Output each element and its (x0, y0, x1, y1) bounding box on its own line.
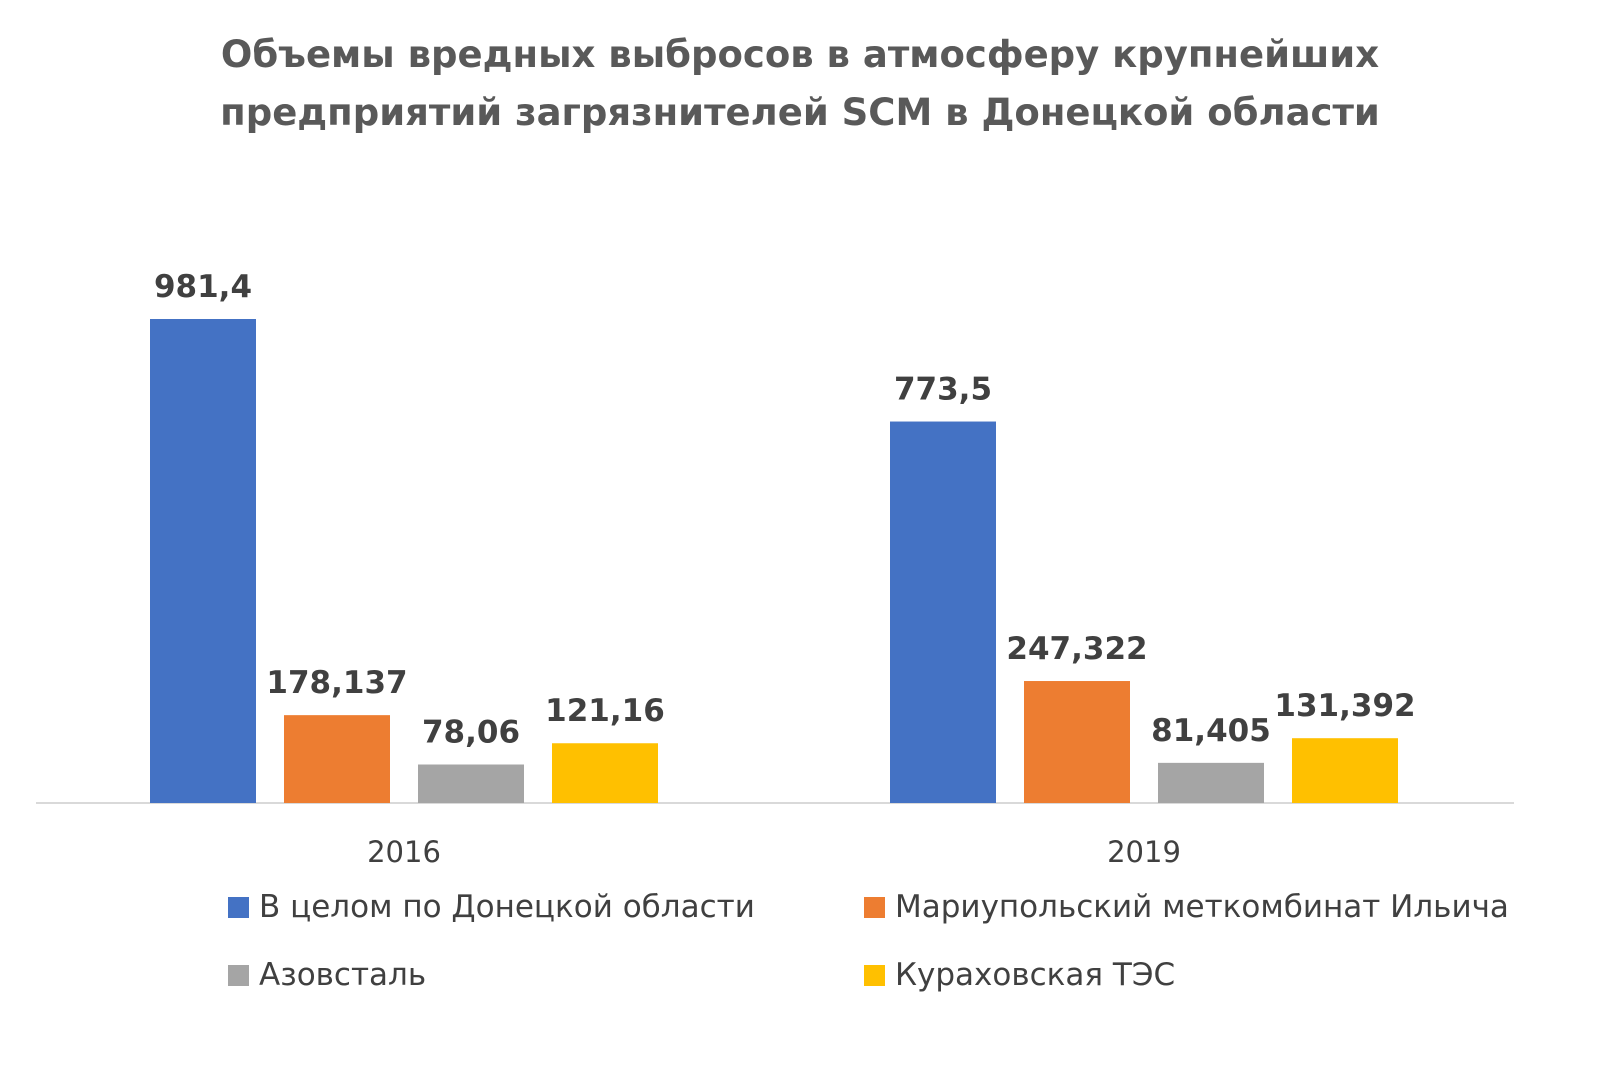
legend-item-azovstal[interactable]: Азовсталь (228, 957, 426, 993)
data-label-2016-series-2: 78,06 (422, 715, 520, 751)
legend-swatch-kurakhove-tps (864, 964, 885, 986)
legend-label-ilyich-plant: Мариупольский меткомбинат Ильича (895, 889, 1509, 925)
chart-title-line-1: Объемы вредных выбросов в атмосферу круп… (220, 33, 1380, 76)
legend-item-ilyich-plant[interactable]: Мариупольский меткомбинат Ильича (864, 889, 1509, 925)
legend-item-donetsk-total[interactable]: В целом по Донецкой области (228, 889, 755, 925)
data-label-2016-series-0: 981,4 (154, 269, 252, 305)
legend-label-donetsk-total: В целом по Донецкой области (259, 889, 755, 925)
x-tick-label-2016: 2016 (367, 835, 441, 869)
data-label-2019-series-0: 773,5 (894, 372, 992, 408)
x-tick-label-2019: 2019 (1107, 835, 1181, 869)
data-label-2016-series-3: 121,16 (545, 693, 665, 729)
data-label-2016-series-1: 178,137 (266, 665, 407, 701)
bar-2016-series-0[interactable] (150, 319, 256, 803)
bar-2016-series-2[interactable] (418, 764, 524, 803)
bar-2019-series-2[interactable] (1158, 762, 1264, 803)
bar-2016-series-3[interactable] (552, 743, 658, 803)
bar-2019-series-3[interactable] (1292, 738, 1398, 803)
legend-label-kurakhove-tps: Кураховская ТЭС (895, 957, 1176, 993)
data-label-2019-series-1: 247,322 (1006, 631, 1147, 667)
bar-2019-series-1[interactable] (1024, 681, 1130, 803)
legend-swatch-azovstal (228, 964, 249, 986)
bar-2016-series-1[interactable] (284, 715, 390, 803)
chart-title-line-2: предприятий загрязнителей SCM в Донецкой… (220, 91, 1380, 134)
bar-2019-series-0[interactable] (890, 421, 996, 803)
legend-item-kurakhove-tps[interactable]: Кураховская ТЭС (864, 957, 1175, 993)
legend-swatch-ilyich-plant (864, 896, 885, 918)
chart-title: Объемы вредных выбросов в атмосферу круп… (0, 26, 1600, 142)
legend-swatch-donetsk-total (228, 896, 249, 918)
legend-label-azovstal: Азовсталь (259, 957, 427, 993)
data-label-2019-series-2: 81,405 (1151, 713, 1271, 749)
data-label-2019-series-3: 131,392 (1274, 688, 1415, 724)
